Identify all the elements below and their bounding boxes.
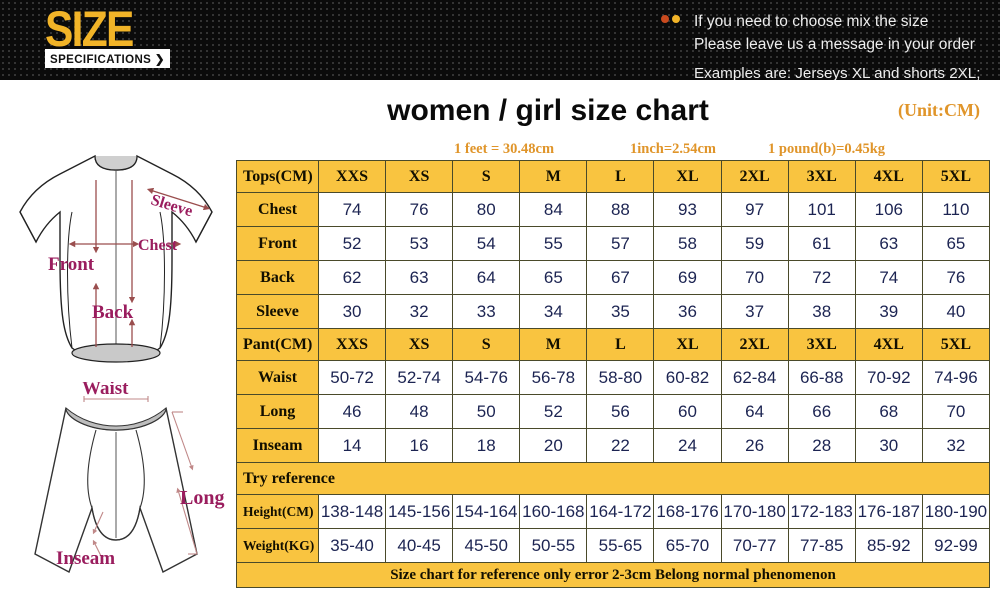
svg-text:Chest: Chest [138,237,178,254]
svg-text:Back: Back [92,302,134,323]
svg-text:Front: Front [48,254,95,275]
svg-text:Long: Long [180,487,224,509]
svg-text:Inseam: Inseam [56,548,115,569]
svg-text:Waist: Waist [82,382,129,399]
